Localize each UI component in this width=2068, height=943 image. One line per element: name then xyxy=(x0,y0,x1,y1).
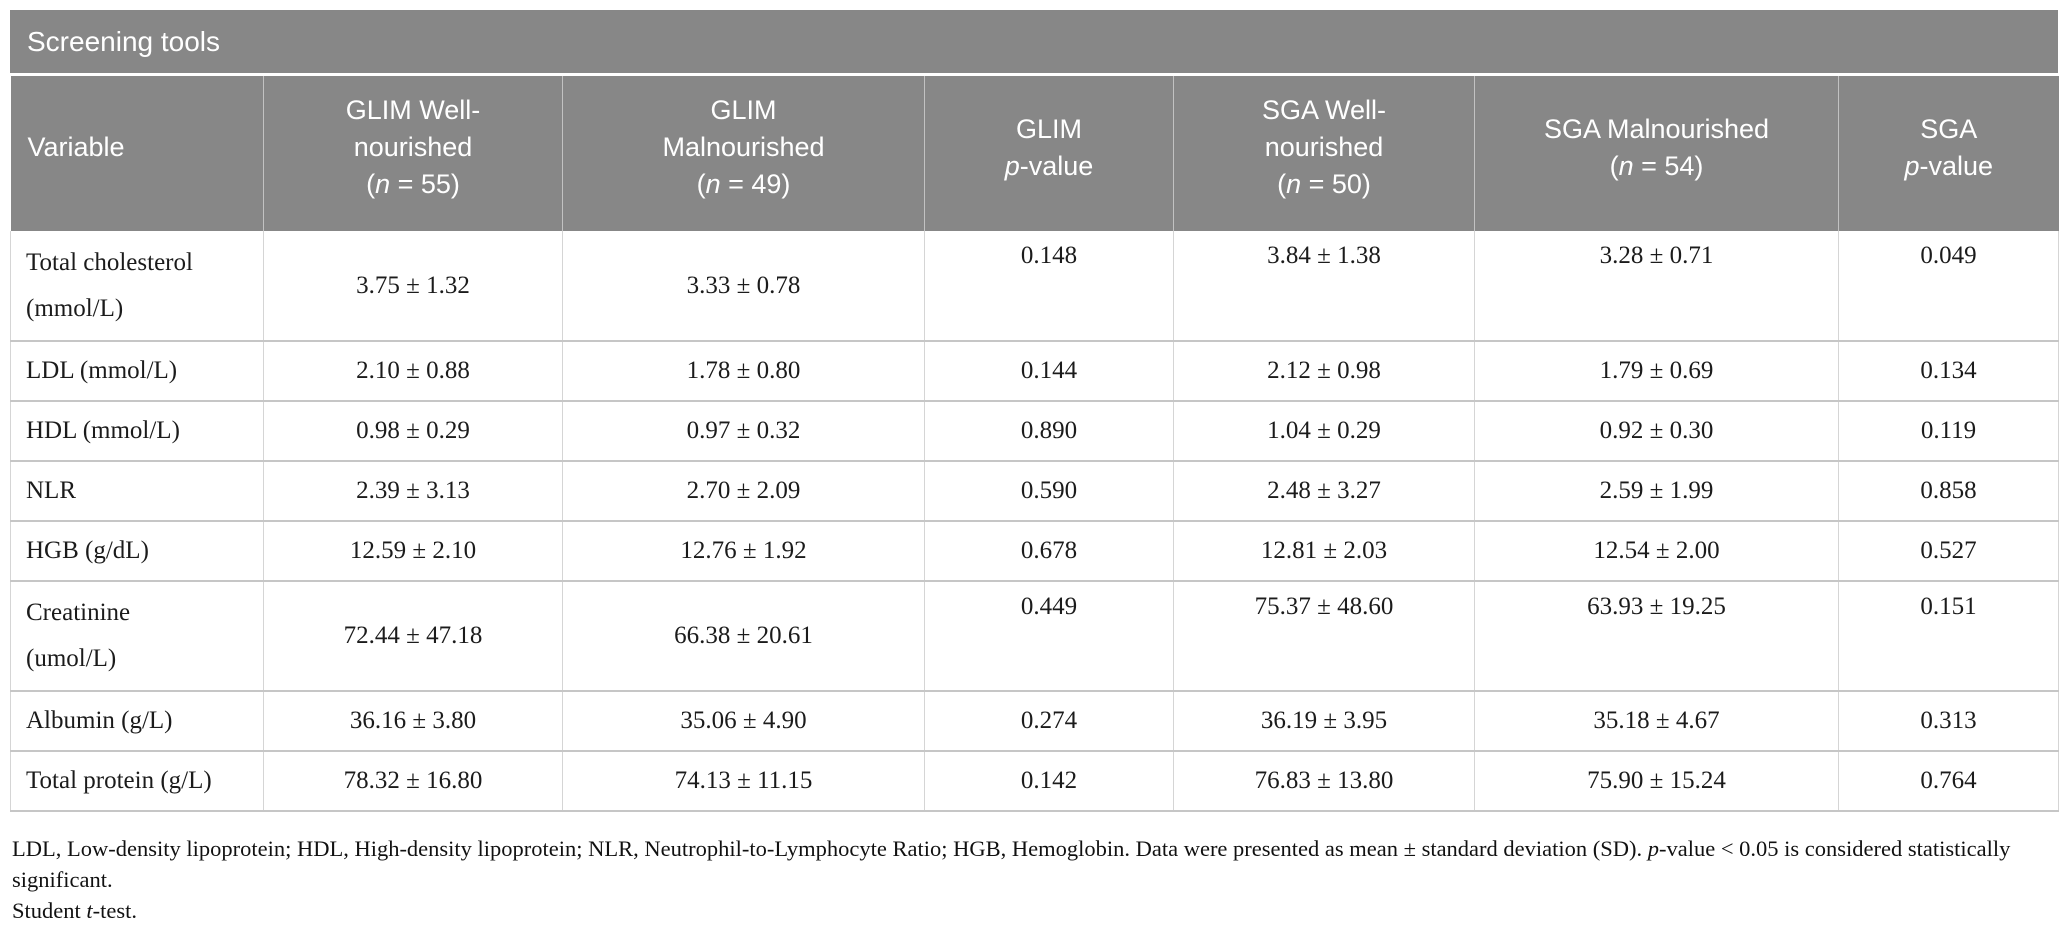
cell-variable: Creatinine (umol/L) xyxy=(10,581,264,692)
cell-sga-malnourished: 2.59 ± 1.99 xyxy=(1474,461,1839,522)
cell-glim-well: 2.39 ± 3.13 xyxy=(263,461,563,522)
cell-variable: Total protein (g/L) xyxy=(10,751,264,812)
cell-glim-p-value: 0.678 xyxy=(924,521,1174,582)
cell-glim-well: 78.32 ± 16.80 xyxy=(263,751,563,812)
col-header-sga-p-value: SGA p-value xyxy=(1838,76,2059,231)
cell-sga-well: 2.48 ± 3.27 xyxy=(1173,461,1475,522)
col-header-variable-label: Variable xyxy=(27,132,125,162)
cell-sga-malnourished: 3.28 ± 0.71 xyxy=(1474,231,1839,342)
cell-sga-well: 2.12 ± 0.98 xyxy=(1173,341,1475,402)
cell-variable: HDL (mmol/L) xyxy=(10,401,264,462)
cell-glim-p-value: 0.449 xyxy=(924,581,1174,692)
cell-variable: HGB (g/dL) xyxy=(10,521,264,582)
table-title: Screening tools xyxy=(27,26,221,57)
cell-sga-malnourished: 0.92 ± 0.30 xyxy=(1474,401,1839,462)
col-header-glim-malnourished: GLIM Malnourished (n = 49) xyxy=(562,76,925,231)
table-row-albumin: Albumin (g/L) 36.16 ± 3.80 35.06 ± 4.90 … xyxy=(10,691,2059,752)
cell-sga-p-value: 0.764 xyxy=(1838,751,2059,812)
col-header-variable: Variable xyxy=(10,76,264,231)
cell-sga-malnourished: 1.79 ± 0.69 xyxy=(1474,341,1839,402)
col-header-sga-well-nourished: SGA Well- nourished (n = 50) xyxy=(1173,76,1475,231)
cell-sga-p-value: 0.151 xyxy=(1838,581,2059,692)
cell-glim-p-value: 0.142 xyxy=(924,751,1174,812)
cell-sga-p-value: 0.313 xyxy=(1838,691,2059,752)
screening-tools-table: Screening tools Variable GLIM Well- nour… xyxy=(10,10,2059,812)
cell-glim-malnourished: 35.06 ± 4.90 xyxy=(562,691,925,752)
cell-variable: LDL (mmol/L) xyxy=(10,341,264,402)
table-title-bar: Screening tools xyxy=(10,10,2058,73)
cell-glim-p-value: 0.144 xyxy=(924,341,1174,402)
cell-variable: Total cholesterol (mmol/L) xyxy=(10,231,264,342)
cell-sga-well: 1.04 ± 0.29 xyxy=(1173,401,1475,462)
col-header-glim-well-nourished: GLIM Well- nourished (n = 55) xyxy=(263,76,563,231)
footnote-statistical-test: Student t-test. xyxy=(12,898,138,923)
cell-glim-malnourished: 74.13 ± 11.15 xyxy=(562,751,925,812)
cell-glim-p-value: 0.148 xyxy=(924,231,1174,342)
cell-glim-malnourished: 2.70 ± 2.09 xyxy=(562,461,925,522)
cell-glim-well: 0.98 ± 0.29 xyxy=(263,401,563,462)
table-header-row: Variable GLIM Well- nourished (n = 55) G… xyxy=(10,76,2059,231)
cell-glim-p-value: 0.590 xyxy=(924,461,1174,522)
cell-sga-malnourished: 35.18 ± 4.67 xyxy=(1474,691,1839,752)
cell-sga-well: 3.84 ± 1.38 xyxy=(1173,231,1475,342)
cell-sga-well: 76.83 ± 13.80 xyxy=(1173,751,1475,812)
cell-glim-well: 12.59 ± 2.10 xyxy=(263,521,563,582)
cell-sga-p-value: 0.527 xyxy=(1838,521,2059,582)
cell-sga-well: 36.19 ± 3.95 xyxy=(1173,691,1475,752)
table-row-total-protein: Total protein (g/L) 78.32 ± 16.80 74.13 … xyxy=(10,751,2059,812)
col-header-glim-p-value: GLIM p-value xyxy=(924,76,1174,231)
cell-sga-well: 75.37 ± 48.60 xyxy=(1173,581,1475,692)
cell-glim-well: 72.44 ± 47.18 xyxy=(263,581,563,692)
cell-sga-p-value: 0.049 xyxy=(1838,231,2059,342)
footnote-abbreviations: LDL, Low-density lipoprotein; HDL, High-… xyxy=(12,836,2011,892)
cell-sga-p-value: 0.134 xyxy=(1838,341,2059,402)
table-row-hdl: HDL (mmol/L) 0.98 ± 0.29 0.97 ± 0.32 0.8… xyxy=(10,401,2059,462)
table-row-creatinine: Creatinine (umol/L) 72.44 ± 47.18 66.38 … xyxy=(10,581,2059,692)
cell-glim-malnourished: 12.76 ± 1.92 xyxy=(562,521,925,582)
cell-variable: NLR xyxy=(10,461,264,522)
table-row-ldl: LDL (mmol/L) 2.10 ± 0.88 1.78 ± 0.80 0.1… xyxy=(10,341,2059,402)
cell-sga-p-value: 0.119 xyxy=(1838,401,2059,462)
cell-glim-malnourished: 0.97 ± 0.32 xyxy=(562,401,925,462)
table-row-total-cholesterol: Total cholesterol (mmol/L) 3.75 ± 1.32 3… xyxy=(10,231,2059,342)
table-footnotes: LDL, Low-density lipoprotein; HDL, High-… xyxy=(12,833,2058,926)
cell-sga-malnourished: 12.54 ± 2.00 xyxy=(1474,521,1839,582)
table-row-nlr: NLR 2.39 ± 3.13 2.70 ± 2.09 0.590 2.48 ±… xyxy=(10,461,2059,522)
cell-glim-p-value: 0.274 xyxy=(924,691,1174,752)
cell-glim-p-value: 0.890 xyxy=(924,401,1174,462)
cell-sga-well: 12.81 ± 2.03 xyxy=(1173,521,1475,582)
cell-sga-malnourished: 75.90 ± 15.24 xyxy=(1474,751,1839,812)
cell-sga-p-value: 0.858 xyxy=(1838,461,2059,522)
cell-glim-well: 3.75 ± 1.32 xyxy=(263,231,563,342)
cell-sga-malnourished: 63.93 ± 19.25 xyxy=(1474,581,1839,692)
cell-glim-malnourished: 3.33 ± 0.78 xyxy=(562,231,925,342)
cell-glim-malnourished: 1.78 ± 0.80 xyxy=(562,341,925,402)
cell-glim-well: 36.16 ± 3.80 xyxy=(263,691,563,752)
cell-glim-malnourished: 66.38 ± 20.61 xyxy=(562,581,925,692)
screening-tools-data-table: Variable GLIM Well- nourished (n = 55) G… xyxy=(10,76,2059,812)
table-row-hgb: HGB (g/dL) 12.59 ± 2.10 12.76 ± 1.92 0.6… xyxy=(10,521,2059,582)
cell-glim-well: 2.10 ± 0.88 xyxy=(263,341,563,402)
col-header-sga-malnourished: SGA Malnourished (n = 54) xyxy=(1474,76,1839,231)
cell-variable: Albumin (g/L) xyxy=(10,691,264,752)
